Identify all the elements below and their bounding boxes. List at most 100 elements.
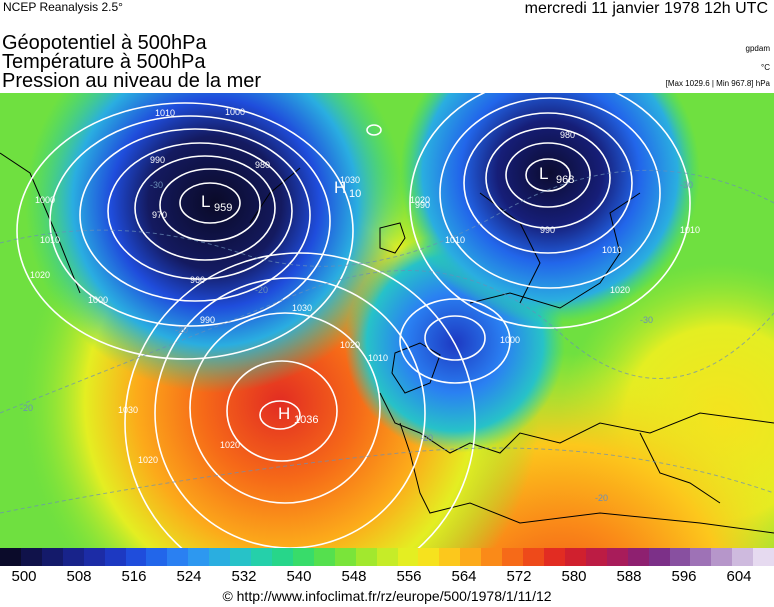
scale-swatch bbox=[376, 548, 398, 566]
isobar-label: 1020 bbox=[410, 195, 430, 205]
unit-pressure: [Max 1029.6 | Min 967.8] hPa bbox=[665, 79, 770, 88]
scale-tick-label: 508 bbox=[66, 568, 92, 585]
temperature-label: -20 bbox=[595, 493, 608, 503]
source-label: NCEP Reanalysis 2.5° bbox=[3, 0, 123, 14]
temperature-lines bbox=[0, 169, 774, 514]
low-center-east-letter: L bbox=[539, 164, 548, 183]
scale-swatch bbox=[146, 548, 168, 566]
unit-temperature: °C bbox=[761, 63, 770, 72]
isobar-label: 1010 bbox=[680, 225, 700, 235]
scale-tick-label: 580 bbox=[561, 568, 587, 585]
isobar-label: 1020 bbox=[340, 340, 360, 350]
isobar-label: 1020 bbox=[138, 455, 158, 465]
scale-swatch bbox=[0, 548, 21, 566]
temperature-label: -20 bbox=[20, 403, 33, 413]
scale-swatch bbox=[20, 548, 42, 566]
isobar-label: 970 bbox=[152, 210, 167, 220]
scale-swatch bbox=[41, 548, 63, 566]
scale-tick-label: 572 bbox=[506, 568, 532, 585]
pressure-centers: L 959 L 968 H 1036 H 10 bbox=[201, 164, 574, 426]
isobars bbox=[16, 93, 691, 548]
title-geopotential: Géopotentiel à 500hPa bbox=[2, 32, 207, 54]
isobar-label: 990 bbox=[150, 155, 165, 165]
isobar-labels: 1010 1000 990 980 970 960 990 1000 1010 1020 1030 1… bbox=[30, 107, 700, 465]
scale-swatch bbox=[167, 548, 189, 566]
isobar-label: 1020 bbox=[220, 440, 240, 450]
scale-swatch bbox=[711, 548, 733, 566]
scale-swatch bbox=[669, 548, 691, 566]
scale-swatch bbox=[460, 548, 482, 566]
temperature-label: -30 bbox=[150, 180, 163, 190]
color-scale bbox=[0, 548, 774, 566]
high-center-value: 1036 bbox=[294, 414, 318, 426]
high-center-north-value: 10 bbox=[349, 188, 361, 200]
high-center-north-letter: H bbox=[334, 178, 346, 197]
isobar-label: 1010 bbox=[602, 245, 622, 255]
scale-swatch bbox=[690, 548, 712, 566]
isobar-label: 1020 bbox=[610, 285, 630, 295]
temperature-labels: -30 -30 -20 -20 -20 -30 -20 -20 bbox=[20, 180, 693, 503]
scale-swatch bbox=[627, 548, 649, 566]
title-temperature: Température à 500hPa bbox=[2, 51, 206, 73]
scale-swatch bbox=[564, 548, 586, 566]
scale-swatch bbox=[83, 548, 105, 566]
isobar-label: 1010 bbox=[40, 235, 60, 245]
scale-tick-label: 524 bbox=[176, 568, 202, 585]
scale-swatch bbox=[251, 548, 272, 566]
weather-map: L 959 L 968 H 1036 H 10 1010 1000 990 980 97… bbox=[0, 93, 774, 548]
unit-geopotential: gpdam bbox=[745, 44, 770, 53]
scale-tick-label: 596 bbox=[671, 568, 697, 585]
isobar-label: 1000 bbox=[35, 195, 55, 205]
scale-swatch bbox=[271, 548, 293, 566]
high-center-letter: H bbox=[278, 404, 290, 423]
scale-swatch bbox=[543, 548, 565, 566]
scale-swatch bbox=[125, 548, 147, 566]
scale-tick-label: 564 bbox=[451, 568, 477, 585]
low-center-west-letter: L bbox=[201, 192, 210, 211]
isobar-label: 1030 bbox=[118, 405, 138, 415]
scale-swatch bbox=[209, 548, 231, 566]
credit-url[interactable]: © http://www.infoclimat.fr/rz/europe/500… bbox=[222, 588, 552, 604]
isobar-label: 990 bbox=[540, 225, 555, 235]
scale-tick-label: 548 bbox=[341, 568, 367, 585]
isobar-label: 960 bbox=[190, 275, 205, 285]
low-center-west-value: 959 bbox=[214, 202, 232, 214]
scale-swatch bbox=[334, 548, 356, 566]
scale-swatch bbox=[732, 548, 754, 566]
scale-swatch bbox=[606, 548, 628, 566]
scale-swatch bbox=[648, 548, 670, 566]
isobar-label: 1000 bbox=[225, 107, 245, 117]
isobar-label: 980 bbox=[255, 160, 270, 170]
temperature-label: -30 bbox=[640, 315, 653, 325]
scale-tick-label: 516 bbox=[121, 568, 147, 585]
temperature-label: -20 bbox=[175, 325, 188, 335]
temperature-label: -20 bbox=[420, 433, 433, 443]
scale-swatch bbox=[230, 548, 252, 566]
isobar-label: 990 bbox=[200, 315, 215, 325]
scale-swatch bbox=[355, 548, 377, 566]
scale-swatch bbox=[753, 548, 774, 566]
scale-swatch bbox=[313, 548, 335, 566]
isobar-label: 1030 bbox=[292, 303, 312, 313]
isobar-label: 1010 bbox=[368, 353, 388, 363]
scale-swatch bbox=[481, 548, 503, 566]
scale-tick-label: 500 bbox=[11, 568, 37, 585]
title-pressure: Pression au niveau de la mer bbox=[2, 70, 262, 92]
scale-swatch bbox=[502, 548, 524, 566]
isobar-label: 990 bbox=[415, 200, 430, 210]
scale-ticks: 500 508 516 524 532 540 548 556 564 572 580 588 596 6… bbox=[0, 568, 774, 588]
scale-swatch bbox=[104, 548, 126, 566]
datetime-label: mercredi 11 janvier 1978 12h UTC bbox=[524, 0, 768, 17]
temperature-label: -30 bbox=[680, 180, 693, 190]
scale-swatch bbox=[439, 548, 461, 566]
scale-swatch bbox=[523, 548, 544, 566]
scale-tick-label: 588 bbox=[616, 568, 642, 585]
temperature-label: -20 bbox=[255, 285, 268, 295]
scale-swatch bbox=[585, 548, 607, 566]
low-center-east-value: 968 bbox=[556, 174, 574, 186]
scale-tick-label: 604 bbox=[726, 568, 752, 585]
isobar-label: 1010 bbox=[445, 235, 465, 245]
scale-swatch bbox=[62, 548, 84, 566]
scale-swatch bbox=[418, 548, 440, 566]
isobar-label: 1000 bbox=[88, 295, 108, 305]
